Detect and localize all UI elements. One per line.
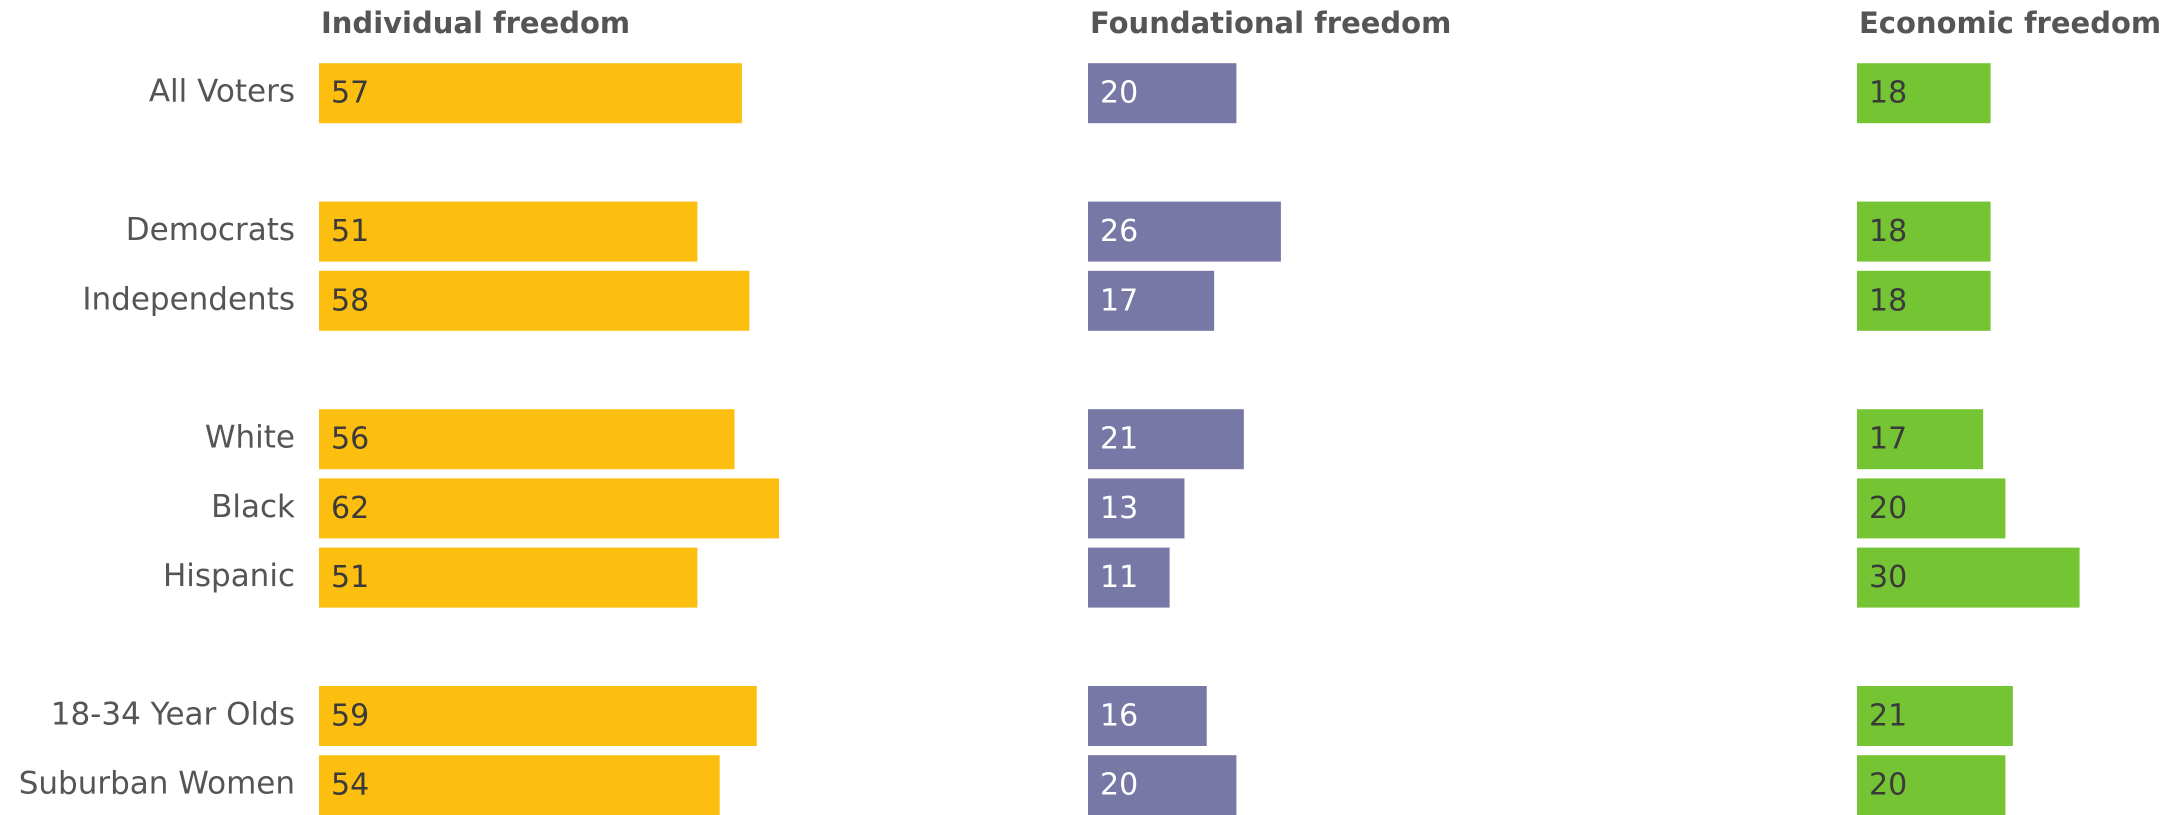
category-label: Democrats — [126, 212, 295, 248]
bar — [1857, 755, 2006, 815]
value-label: 17 — [1869, 422, 1907, 457]
category-label: Independents — [82, 281, 295, 317]
value-label: 56 — [331, 422, 369, 457]
panel-title: Foundational freedom — [1090, 6, 1451, 40]
bar — [1088, 409, 1244, 470]
bar — [1088, 270, 1215, 331]
bar — [319, 547, 698, 608]
value-label: 30 — [1869, 560, 1907, 595]
category-label: White — [205, 420, 295, 456]
bar — [319, 478, 780, 539]
bar — [1088, 686, 1207, 746]
value-label: 59 — [331, 699, 369, 734]
bar — [319, 755, 720, 815]
value-label: 13 — [1100, 491, 1138, 526]
bar — [1857, 686, 2013, 746]
value-label: 26 — [1100, 214, 1138, 249]
value-label: 20 — [1100, 76, 1138, 111]
value-label: 54 — [331, 768, 369, 803]
bar — [1088, 63, 1237, 124]
value-label: 21 — [1869, 699, 1907, 734]
bar — [319, 201, 698, 262]
value-label: 20 — [1100, 768, 1138, 803]
value-label: 18 — [1869, 214, 1907, 249]
value-label: 20 — [1869, 768, 1907, 803]
value-label: 58 — [331, 283, 369, 318]
bar — [1088, 547, 1170, 608]
bar — [319, 270, 750, 331]
bar — [1088, 478, 1185, 539]
category-label: Suburban Women — [19, 766, 295, 802]
value-label: 57 — [331, 76, 369, 111]
category-label: 18-34 Year Olds — [51, 697, 295, 733]
bar — [1088, 201, 1281, 262]
value-label: 20 — [1869, 491, 1907, 526]
panel-title: Individual freedom — [321, 6, 630, 40]
value-label: 51 — [331, 560, 369, 595]
value-label: 18 — [1869, 76, 1907, 111]
bar — [1857, 547, 2080, 608]
bar — [1857, 201, 1991, 262]
value-label: 51 — [331, 214, 369, 249]
bar — [319, 63, 742, 124]
category-label: All Voters — [149, 74, 295, 110]
bar — [1857, 409, 1984, 470]
value-label: 17 — [1100, 283, 1138, 318]
bar — [319, 409, 735, 470]
bar — [1088, 755, 1237, 815]
value-label: 18 — [1869, 283, 1907, 318]
value-label: 21 — [1100, 422, 1138, 457]
bar — [1857, 270, 1991, 331]
bar — [1857, 478, 2006, 539]
panel-title: Economic freedom — [1859, 6, 2161, 40]
category-label: Hispanic — [163, 558, 295, 594]
value-label: 62 — [331, 491, 369, 526]
bar — [1857, 63, 1991, 124]
category-label: Black — [211, 489, 295, 525]
value-label: 11 — [1100, 560, 1138, 595]
bar — [319, 686, 757, 746]
value-label: 16 — [1100, 699, 1138, 734]
